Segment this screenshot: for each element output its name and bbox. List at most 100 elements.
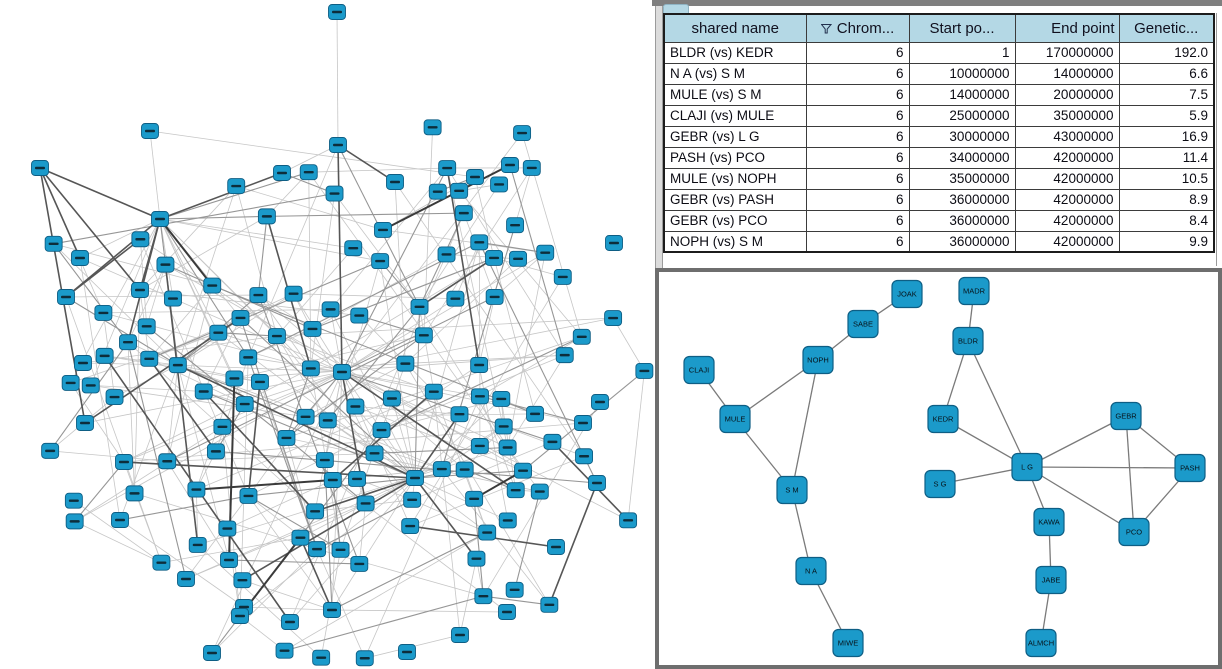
network-node[interactable]	[619, 512, 638, 529]
network-node[interactable]	[485, 288, 504, 305]
table-cell[interactable]: BLDR (vs) KEDR	[663, 41, 807, 64]
sub-network-node-SG[interactable]: S G	[924, 469, 956, 499]
network-node[interactable]	[403, 491, 422, 508]
network-node[interactable]	[406, 470, 424, 486]
sub-network-node-SM[interactable]: S M	[776, 475, 808, 505]
network-node[interactable]	[203, 277, 222, 294]
table-cell[interactable]: 170000000	[1014, 41, 1120, 64]
network-node[interactable]	[220, 552, 238, 568]
network-node[interactable]	[344, 240, 363, 257]
network-node[interactable]	[423, 119, 442, 136]
network-node[interactable]	[249, 287, 268, 303]
table-cell[interactable]: 6	[805, 230, 910, 253]
network-node[interactable]	[386, 174, 404, 190]
network-node[interactable]	[95, 347, 114, 364]
network-node[interactable]	[454, 205, 473, 222]
network-node[interactable]	[151, 211, 169, 227]
table-cell[interactable]: 42000000	[1014, 209, 1120, 232]
sub-network-node-JOAK[interactable]: JOAK	[891, 279, 923, 309]
network-node[interactable]	[355, 650, 374, 667]
table-cell[interactable]: 34000000	[908, 146, 1016, 169]
filter-funnel-icon[interactable]	[820, 23, 832, 34]
network-node[interactable]	[466, 169, 484, 185]
sub-network-node-ALMCH[interactable]: ALMCH	[1025, 628, 1057, 658]
sub-network-node-MULE[interactable]: MULE	[719, 404, 751, 434]
table-cell[interactable]: 6	[805, 62, 910, 85]
network-node[interactable]	[365, 445, 384, 462]
network-node[interactable]	[227, 178, 246, 195]
table-cell[interactable]: 16.9	[1118, 125, 1215, 148]
table-cell[interactable]: 6	[805, 41, 910, 64]
network-node[interactable]	[273, 165, 291, 181]
network-node[interactable]	[467, 550, 486, 567]
sub-network-edge-LG-PASH[interactable]	[1026, 466, 1191, 469]
sub-network-edge-LG-GEBR[interactable]	[1026, 415, 1127, 468]
network-node[interactable]	[213, 418, 232, 435]
table-cell[interactable]: 35000000	[1014, 104, 1120, 127]
network-node[interactable]	[231, 309, 250, 326]
network-node[interactable]	[470, 388, 489, 405]
network-node[interactable]	[396, 355, 415, 372]
node-shape[interactable]	[1011, 452, 1043, 482]
table-cell[interactable]: 20000000	[1014, 83, 1120, 106]
column-header-3[interactable]: End point	[1014, 13, 1120, 43]
table-cell[interactable]: 25000000	[908, 104, 1016, 127]
network-node[interactable]	[31, 160, 49, 176]
node-shape[interactable]	[1035, 565, 1067, 595]
network-node[interactable]	[318, 412, 337, 429]
table-row[interactable]: MULE (vs) S M 6 14000000 20000000 7.5	[663, 83, 1215, 106]
table-cell[interactable]: CLAJI (vs) MULE	[663, 104, 807, 127]
network-node[interactable]	[591, 394, 609, 410]
network-node[interactable]	[164, 290, 182, 307]
node-shape[interactable]	[719, 404, 751, 434]
table-cell[interactable]: 42000000	[1014, 188, 1120, 211]
network-node[interactable]	[348, 470, 366, 487]
network-node[interactable]	[119, 334, 137, 351]
node-shape[interactable]	[802, 345, 834, 375]
network-node[interactable]	[209, 324, 228, 341]
network-node[interactable]	[492, 390, 511, 407]
network-node[interactable]	[218, 520, 237, 537]
network-node[interactable]	[152, 554, 171, 571]
network-node[interactable]	[115, 454, 133, 470]
network-node[interactable]	[470, 437, 489, 454]
network-node[interactable]	[506, 482, 525, 499]
network-node[interactable]	[536, 244, 555, 261]
table-row[interactable]: GEBR (vs) PASH 6 36000000 42000000 8.9	[663, 188, 1215, 211]
network-node[interactable]	[438, 160, 457, 176]
table-cell[interactable]: PASH (vs) PCO	[663, 146, 807, 169]
network-node[interactable]	[251, 373, 269, 390]
sub-network-node-KEDR[interactable]: KEDR	[927, 404, 959, 434]
table-cell[interactable]: 36000000	[908, 188, 1016, 211]
column-header-0[interactable]: shared name	[663, 13, 807, 43]
network-node[interactable]	[301, 360, 320, 377]
network-node[interactable]	[474, 588, 493, 605]
network-node[interactable]	[382, 390, 401, 407]
network-node[interactable]	[572, 328, 591, 345]
sub-network-node-SABE[interactable]: SABE	[847, 309, 879, 339]
sub-network-node-NA[interactable]: N A	[795, 556, 827, 586]
network-node[interactable]	[498, 512, 517, 529]
node-shape[interactable]	[1110, 401, 1142, 431]
table-cell[interactable]: 42000000	[1014, 230, 1120, 253]
network-node[interactable]	[296, 408, 315, 425]
network-node[interactable]	[465, 490, 484, 507]
network-node[interactable]	[450, 182, 469, 199]
sub-network-canvas[interactable]: JOAK MADR SABE BLDR NOPH CLAJI MULE KEDR GEBR L G…	[659, 272, 1218, 665]
network-node[interactable]	[71, 250, 89, 266]
network-node[interactable]	[281, 614, 299, 630]
network-node[interactable]	[514, 462, 532, 479]
table-cell[interactable]: 8.4	[1118, 209, 1215, 232]
network-node[interactable]	[494, 418, 513, 435]
network-node[interactable]	[177, 571, 195, 587]
network-node[interactable]	[424, 383, 443, 400]
sub-network-node-JABE[interactable]: JABE	[1035, 565, 1067, 595]
network-node[interactable]	[125, 485, 144, 502]
table-row[interactable]: GEBR (vs) L G 6 30000000 43000000 16.9	[663, 125, 1215, 148]
table-cell[interactable]: 6	[805, 209, 910, 232]
sub-network-node-BLDR[interactable]: BLDR	[952, 326, 984, 356]
network-node[interactable]	[543, 433, 562, 450]
network-node[interactable]	[371, 253, 390, 270]
table-row[interactable]: GEBR (vs) PCO 6 36000000 42000000 8.4	[663, 209, 1215, 232]
network-node[interactable]	[450, 406, 469, 423]
